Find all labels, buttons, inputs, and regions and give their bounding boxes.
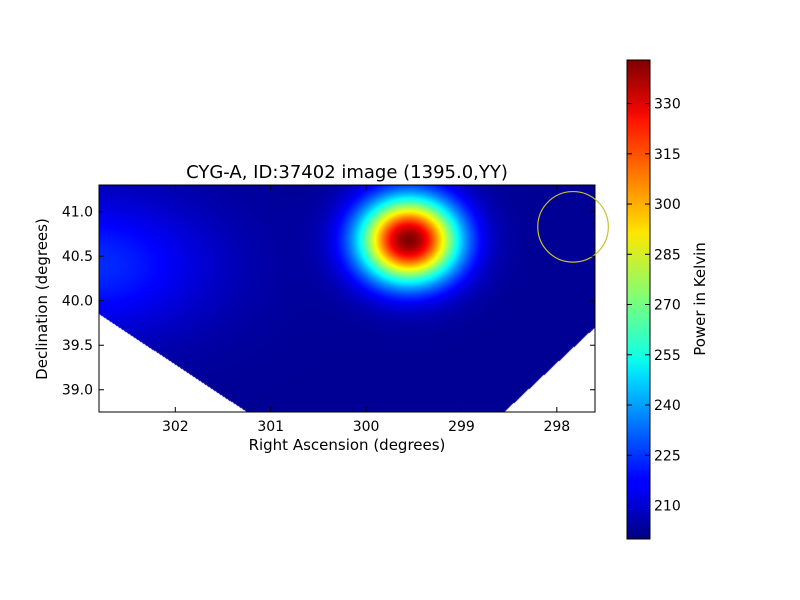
colorbar-tick-label: 240 <box>654 398 681 414</box>
x-axis-label: Right Ascension (degrees) <box>249 436 446 454</box>
colorbar-frame <box>626 59 651 540</box>
x-tick-label: 298 <box>543 419 570 435</box>
plot-frame <box>98 184 596 413</box>
colorbar: 210 225 240 255 270 285 300 315 330 Power in Kel… <box>626 59 709 540</box>
colorbar-label: Power in Kelvin <box>691 242 709 356</box>
colorbar-gradient <box>627 60 650 539</box>
x-tick-label: 302 <box>162 419 189 435</box>
colorbar-tick-label: 210 <box>654 499 681 515</box>
x-tick-label: 299 <box>448 419 475 435</box>
y-tick-label: 40.0 <box>62 294 93 310</box>
plot-area: 302 301 300 299 298 39.0 39.5 40.0 40.5 41.0 <box>62 184 609 435</box>
x-tick-label: 300 <box>353 419 380 435</box>
y-tick-label: 39.0 <box>62 383 93 399</box>
colorbar-tick-label: 315 <box>654 147 681 163</box>
x-tick-label: 301 <box>257 419 284 435</box>
y-tick-label: 40.5 <box>62 249 93 265</box>
y-tick-label: 41.0 <box>62 205 93 221</box>
colorbar-tick-label: 225 <box>654 448 681 464</box>
colorbar-tick-label: 285 <box>654 247 681 263</box>
beam-marker <box>537 190 609 263</box>
colorbar-tick-label: 300 <box>654 197 681 213</box>
y-tick-label: 39.5 <box>62 338 93 354</box>
y-axis-label: Declination (degrees) <box>33 218 51 380</box>
colorbar-tick-label: 255 <box>654 348 681 364</box>
y-axis: 39.0 39.5 40.0 40.5 41.0 <box>62 205 595 399</box>
x-axis: 302 301 300 299 298 <box>162 185 570 435</box>
colorbar-tick-label: 330 <box>654 97 681 113</box>
colorbar-ticks: 210 225 240 255 270 285 300 315 330 <box>627 97 681 515</box>
colorbar-tick-label: 270 <box>654 298 681 314</box>
chart-title: CYG-A, ID:37402 image (1395.0,YY) <box>186 162 508 183</box>
heatmap-image <box>99 185 595 412</box>
